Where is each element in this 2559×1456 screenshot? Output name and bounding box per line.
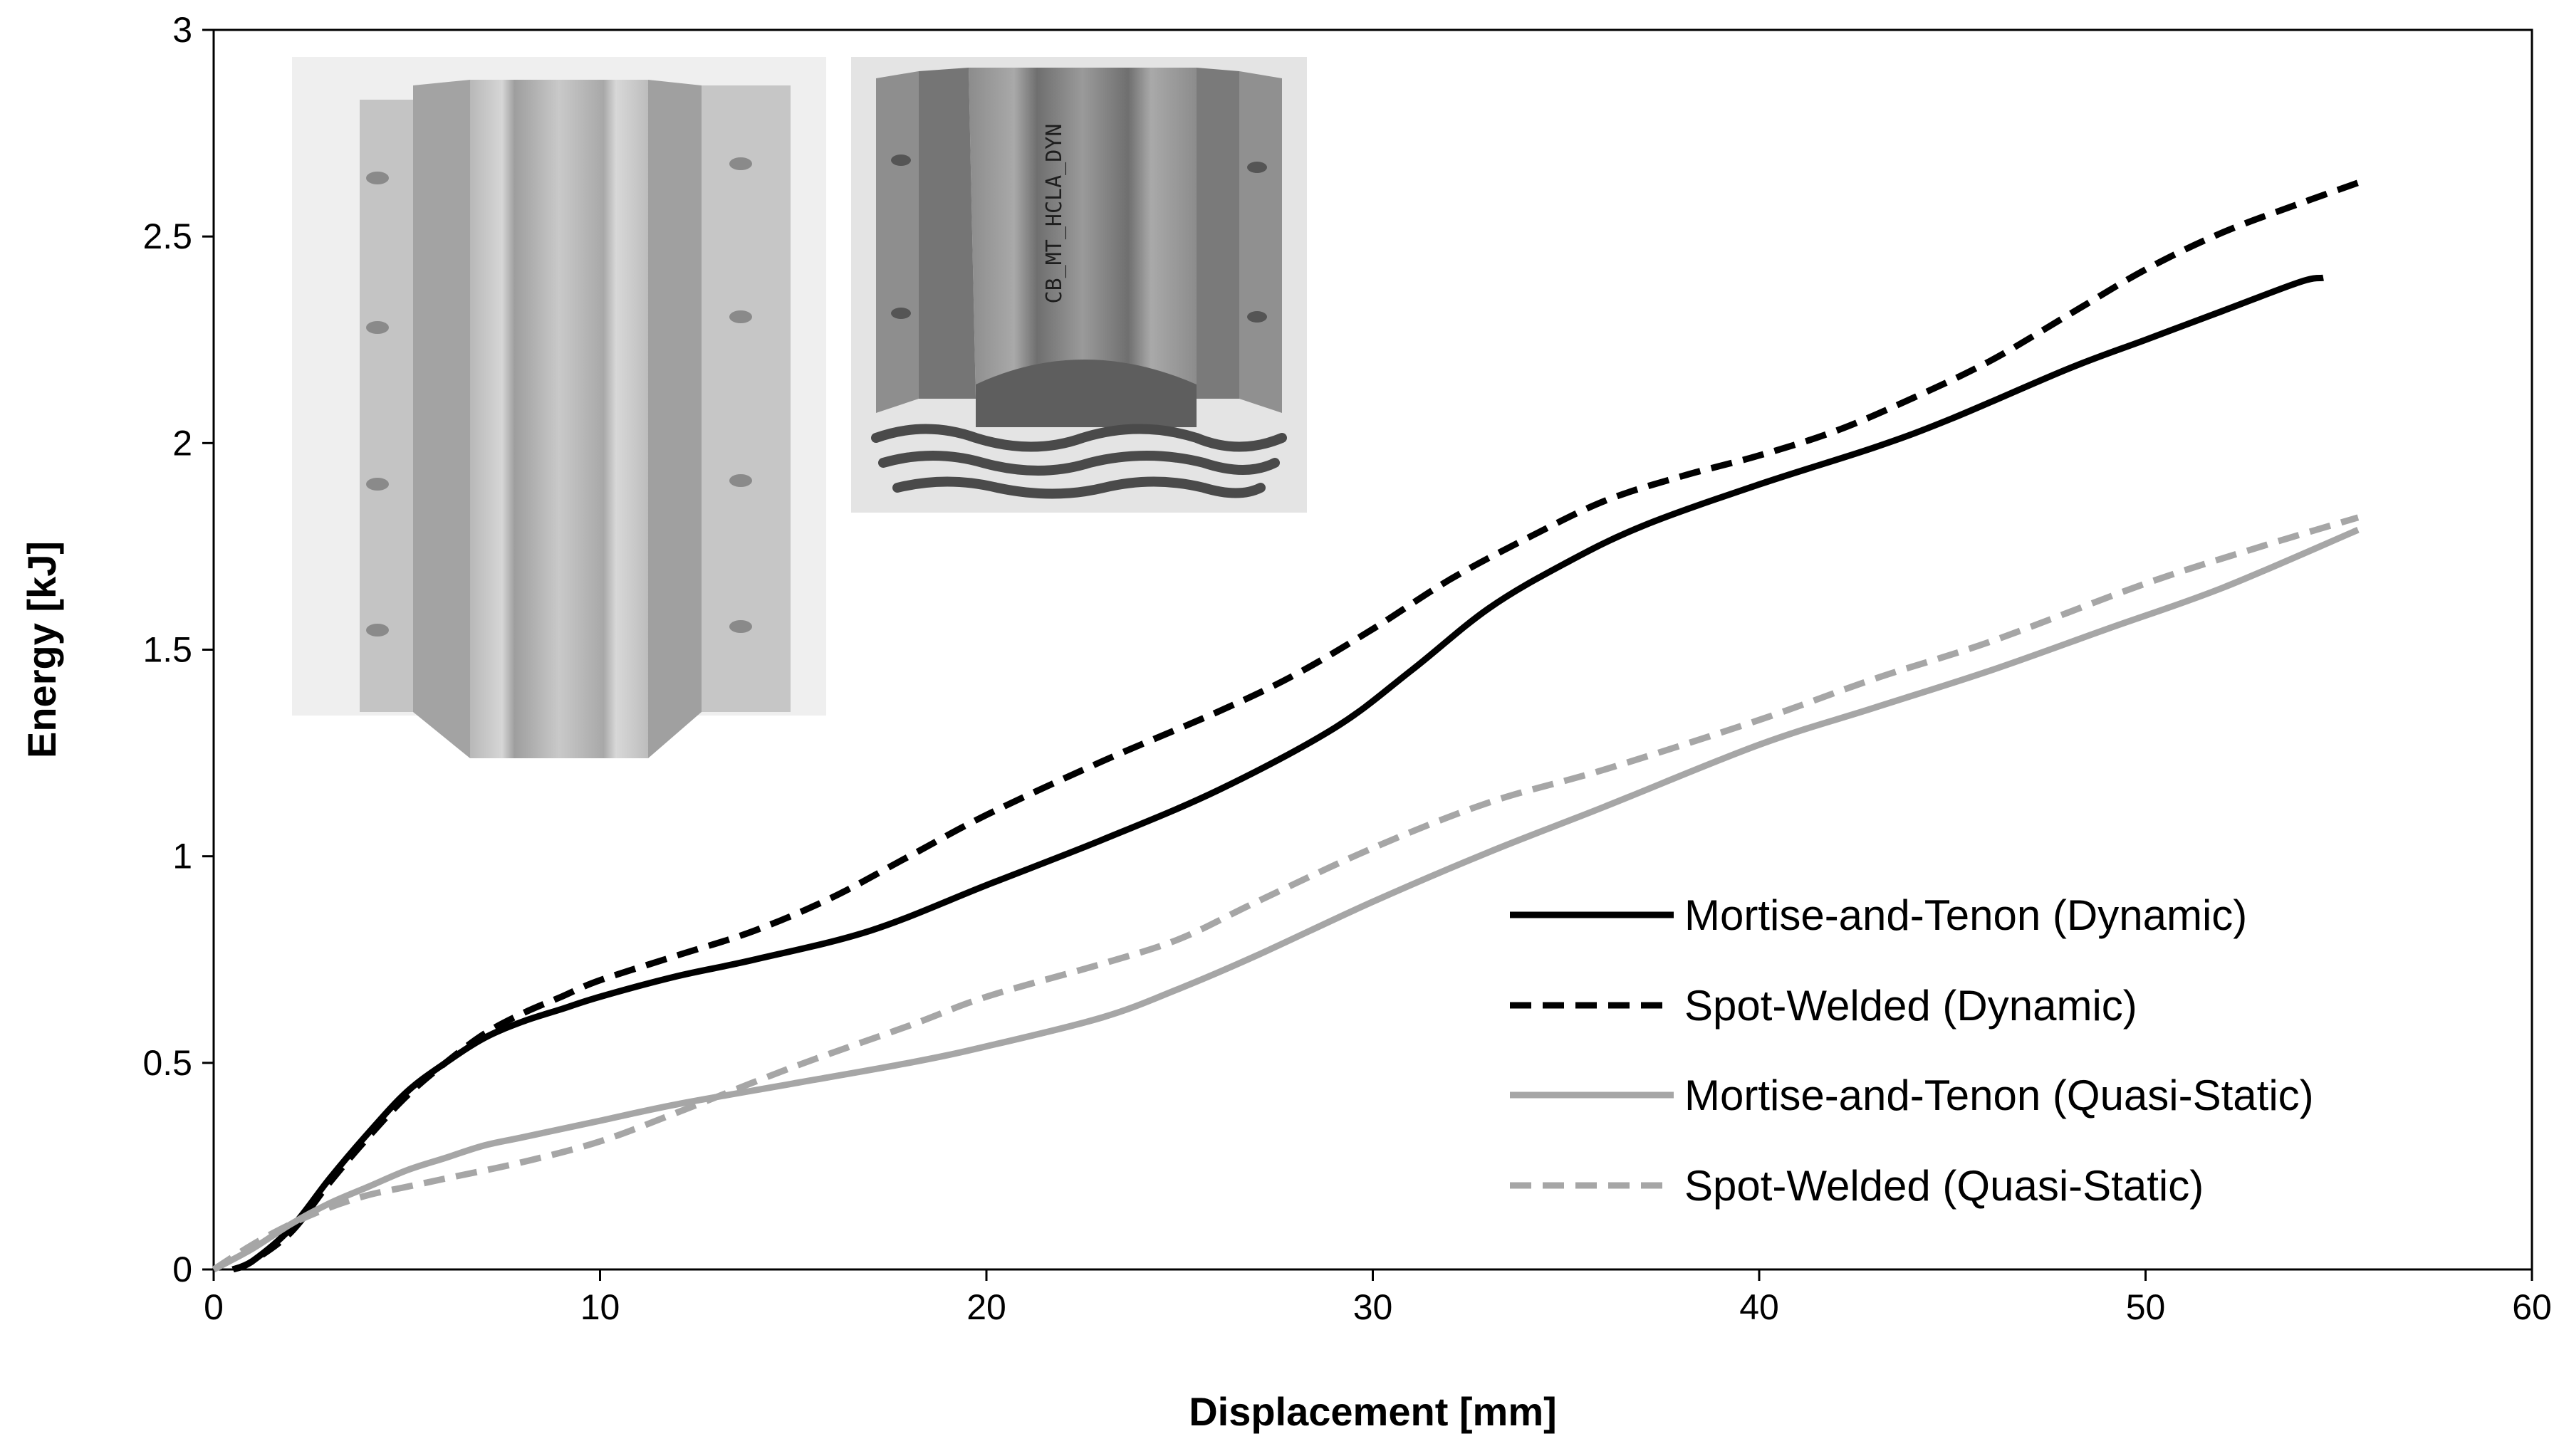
x-tick-label: 0	[204, 1287, 224, 1327]
y-tick-label: 0.5	[142, 1043, 192, 1083]
y-tick-label: 2.5	[142, 216, 192, 256]
y-tick-label: 1.5	[142, 630, 192, 670]
inset-photo-crushed: CB_MT_HCLA_DYN	[851, 57, 1307, 513]
specimen-marking: CB_MT_HCLA_DYN	[1042, 124, 1067, 304]
axes: 0 10 20 30 40 50 60 0 0.5 1 1.5 2 2.5 3	[142, 10, 2551, 1327]
x-tick-label: 10	[580, 1287, 620, 1327]
y-tick-label: 3	[172, 10, 192, 50]
legend-label-4: Spot-Welded (Quasi-Static)	[1684, 1162, 2204, 1210]
x-tick-label: 60	[2512, 1287, 2552, 1327]
series-line-3	[212, 527, 2360, 1272]
legend: Mortise-and-Tenon (Dynamic) Spot-Welded (…	[1510, 891, 2314, 1210]
legend-label-1: Mortise-and-Tenon (Dynamic)	[1684, 891, 2247, 939]
x-tick-label: 20	[966, 1287, 1006, 1327]
y-tick-label: 2	[172, 423, 192, 463]
legend-label-3: Mortise-and-Tenon (Quasi-Static)	[1684, 1072, 2314, 1119]
series-line-1	[231, 274, 2324, 1273]
y-tick-label: 0	[172, 1250, 192, 1289]
x-tick-label: 50	[2126, 1287, 2166, 1327]
x-tick-label: 30	[1353, 1287, 1393, 1327]
y-tick-label: 1	[172, 837, 192, 876]
series-lines	[212, 179, 2360, 1273]
series-line-2	[231, 179, 2360, 1273]
x-tick-label: 40	[1739, 1287, 1779, 1327]
x-axis-title: Displacement [mm]	[1189, 1389, 1557, 1434]
legend-label-2: Spot-Welded (Dynamic)	[1684, 982, 2137, 1030]
y-axis-title: Energy [kJ]	[19, 541, 64, 758]
inset-photo-undeformed	[292, 57, 826, 758]
